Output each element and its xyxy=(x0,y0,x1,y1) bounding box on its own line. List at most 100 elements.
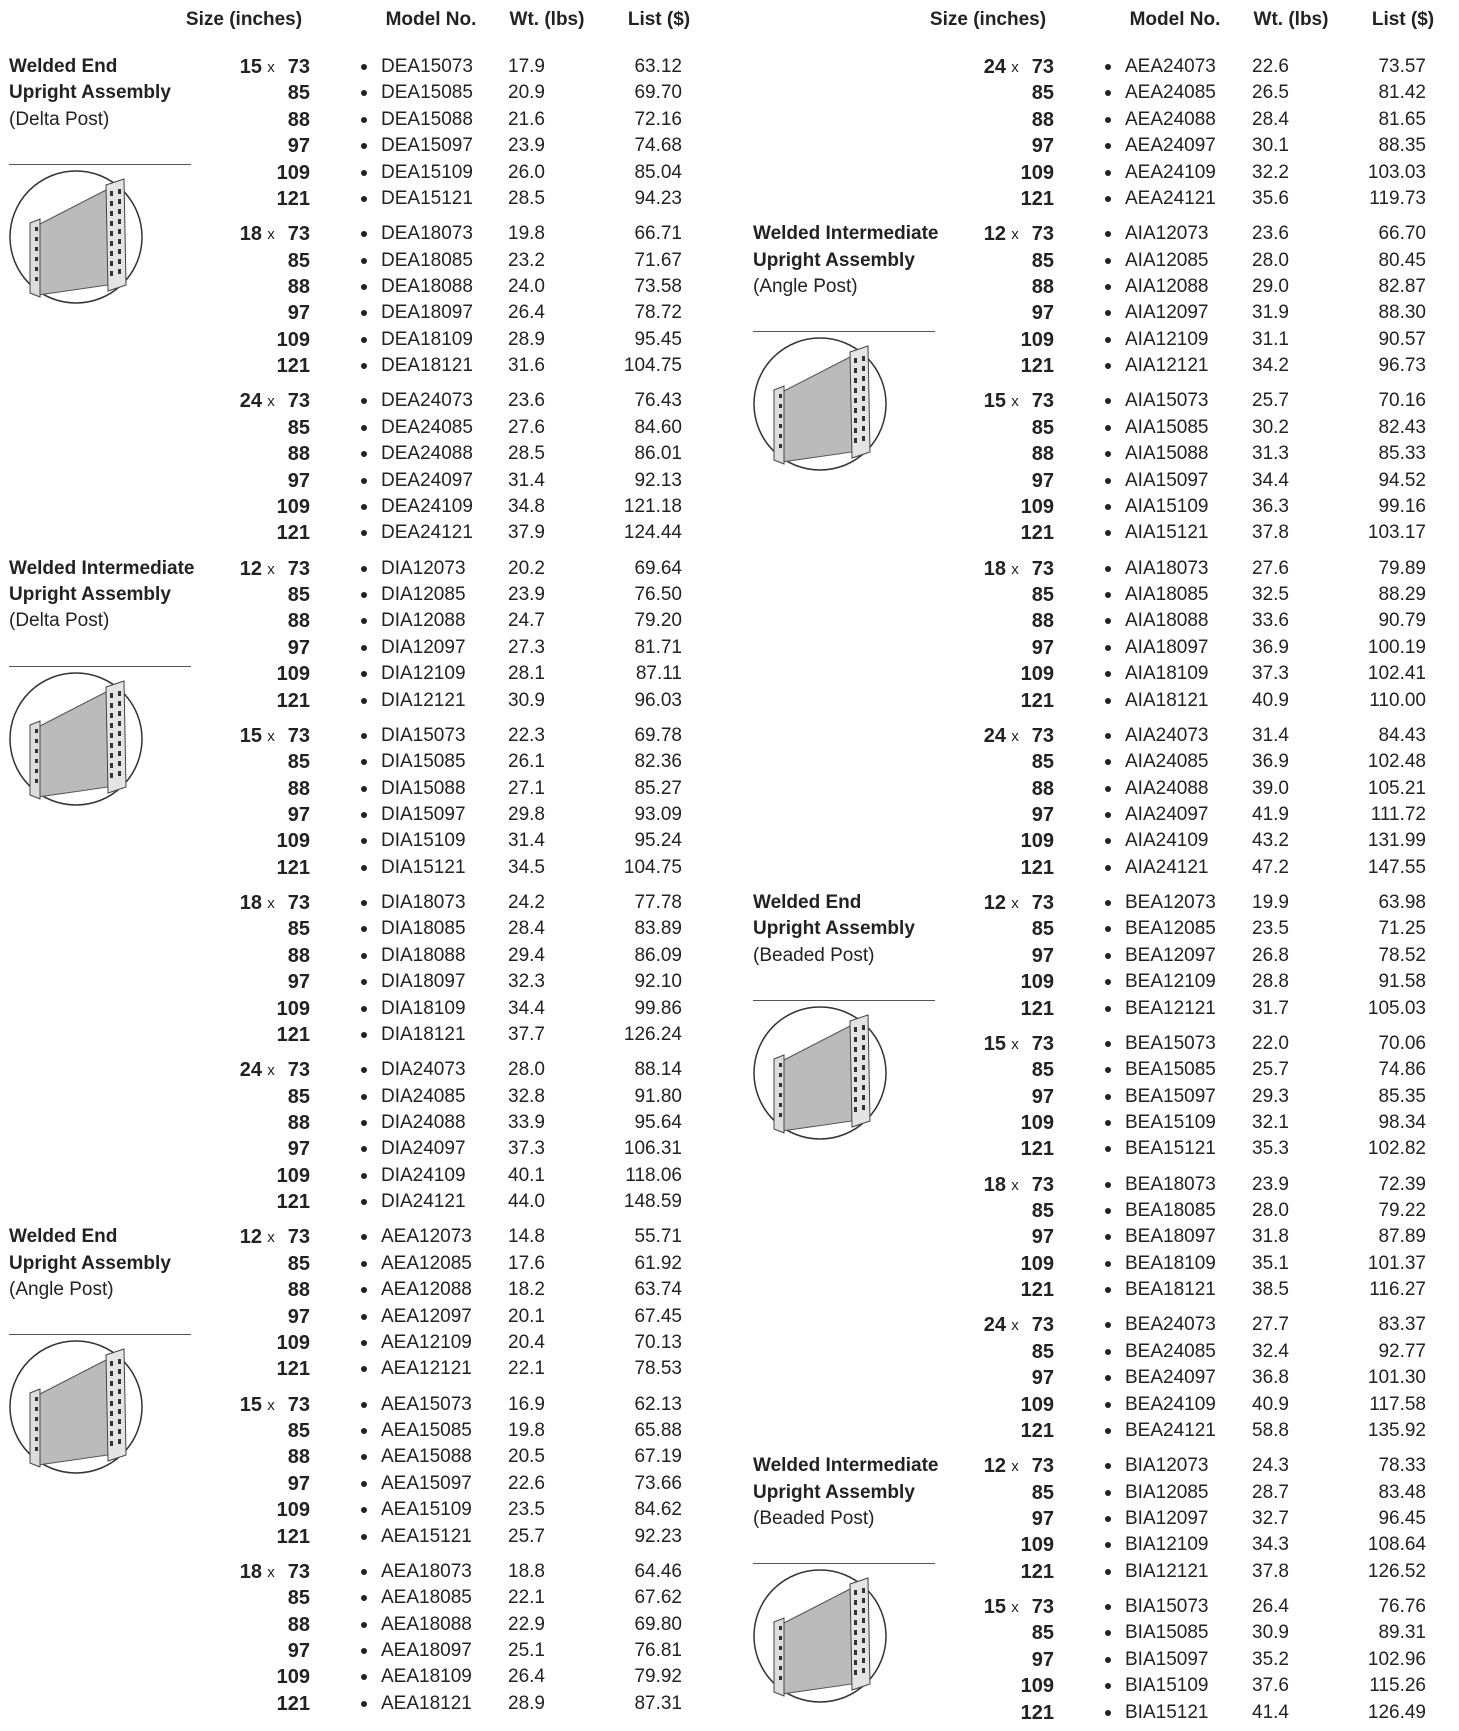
weight: 37.9 xyxy=(508,522,545,544)
weight: 29.0 xyxy=(1252,276,1289,297)
list-price: 102.96 xyxy=(1367,1648,1426,1670)
model-number: AEA18073 xyxy=(381,1560,472,1582)
column-header: Size (inches) xyxy=(929,9,1047,30)
size-height: 97 xyxy=(287,1472,310,1495)
model-number: DIA15121 xyxy=(381,856,466,878)
size-height: 121 xyxy=(1020,1701,1054,1724)
list-price: 64.46 xyxy=(634,1560,682,1582)
size-width: 24 xyxy=(239,1059,262,1082)
size-height: 109 xyxy=(1020,1675,1054,1698)
size-height: 88 xyxy=(1031,443,1054,466)
size-height: 109 xyxy=(276,830,310,853)
size-separator: x xyxy=(1011,727,1019,745)
bullet xyxy=(361,310,367,317)
size-width: 24 xyxy=(239,390,262,413)
divider xyxy=(753,331,935,333)
size-height: 85 xyxy=(287,82,310,105)
size-height: 97 xyxy=(1031,636,1054,659)
size-height: 121 xyxy=(1020,1279,1054,1302)
size-separator: x xyxy=(267,1229,275,1247)
list-price: 88.14 xyxy=(634,1059,682,1081)
weight: 25.7 xyxy=(1252,1059,1289,1081)
weight: 30.2 xyxy=(1252,416,1289,438)
model-number: DIA18097 xyxy=(381,971,466,993)
list-price: 85.35 xyxy=(1378,1085,1426,1107)
list-price: 66.70 xyxy=(1378,223,1426,245)
model-number: AEA24088 xyxy=(1125,108,1216,130)
section-title: Welded End xyxy=(9,56,118,77)
size-height: 97 xyxy=(287,135,310,158)
weight: 20.2 xyxy=(508,557,545,579)
model-number: BEA15073 xyxy=(1125,1032,1216,1054)
list-price: 90.79 xyxy=(1378,610,1426,632)
weight: 24.7 xyxy=(508,610,545,632)
list-price: 93.09 xyxy=(634,804,682,825)
bullet xyxy=(1105,1489,1111,1496)
section-title: Upright Assembly xyxy=(9,584,171,605)
weight: 40.1 xyxy=(508,1164,545,1186)
size-height: 73 xyxy=(1031,1314,1054,1337)
list-price: 92.10 xyxy=(634,971,682,993)
weight: 28.0 xyxy=(1252,249,1289,271)
bullet xyxy=(361,671,367,678)
size-separator: x xyxy=(1011,393,1019,411)
weight: 19.8 xyxy=(508,1420,545,1441)
list-price: 94.52 xyxy=(1378,469,1426,491)
list-price: 116.27 xyxy=(1369,1279,1426,1301)
size-height: 121 xyxy=(276,1024,310,1046)
model-number: AIA18121 xyxy=(1125,689,1209,711)
model-number: DIA24121 xyxy=(381,1191,466,1213)
model-number: DEA24097 xyxy=(381,469,473,491)
weight: 22.6 xyxy=(1252,56,1289,77)
model-number: BIA12097 xyxy=(1125,1508,1209,1529)
model-number: DIA24109 xyxy=(381,1164,466,1186)
list-price: 55.71 xyxy=(634,1226,682,1248)
size-height: 121 xyxy=(276,1358,310,1381)
model-number: BIA15109 xyxy=(1125,1675,1209,1697)
bullet xyxy=(361,169,367,176)
size-height: 88 xyxy=(287,944,310,967)
bullet xyxy=(1105,1375,1111,1382)
column-header: Wt. (lbs) xyxy=(1253,9,1329,30)
bullet xyxy=(1105,838,1111,845)
model-number: BEA24109 xyxy=(1125,1393,1216,1415)
weight: 31.1 xyxy=(1252,328,1289,350)
model-number: DIA18073 xyxy=(381,892,466,913)
size-height: 109 xyxy=(1020,161,1054,184)
weight: 23.2 xyxy=(508,249,545,271)
size-height: 88 xyxy=(287,1279,310,1302)
size-height: 73 xyxy=(1031,1032,1054,1055)
model-number: BEA12085 xyxy=(1125,918,1216,940)
bullet xyxy=(1105,504,1111,510)
model-number: AIA12109 xyxy=(1125,328,1209,350)
bullet xyxy=(361,1199,367,1206)
weight: 35.2 xyxy=(1252,1648,1289,1670)
bullet xyxy=(1105,1568,1111,1575)
weight: 32.1 xyxy=(1252,1112,1289,1133)
model-number: AIA15121 xyxy=(1125,522,1209,544)
weight: 31.3 xyxy=(1252,443,1289,465)
list-price: 100.19 xyxy=(1367,636,1426,658)
model-number: AIA18097 xyxy=(1125,636,1209,658)
weight: 40.9 xyxy=(1252,1393,1289,1415)
bullet xyxy=(1105,1322,1111,1329)
weight: 29.4 xyxy=(508,944,545,966)
bullet xyxy=(361,1146,367,1153)
model-number: BIA15121 xyxy=(1125,1701,1209,1723)
size-height: 97 xyxy=(1031,1085,1054,1108)
bullet xyxy=(361,284,367,290)
size-height: 121 xyxy=(1020,1420,1054,1442)
size-separator: x xyxy=(1011,895,1019,912)
divider xyxy=(753,1563,935,1565)
section-title: Upright Assembly xyxy=(753,1481,915,1503)
bullet xyxy=(361,926,367,933)
list-price: 69.64 xyxy=(634,557,682,579)
weight: 28.9 xyxy=(508,1692,545,1714)
size-height: 97 xyxy=(1031,135,1054,158)
size-height: 73 xyxy=(287,892,310,914)
model-number: DEA15073 xyxy=(381,56,473,77)
weight: 26.1 xyxy=(508,751,545,773)
bullet xyxy=(361,504,367,510)
list-price: 92.23 xyxy=(634,1525,682,1547)
model-number: AEA18088 xyxy=(381,1613,472,1635)
